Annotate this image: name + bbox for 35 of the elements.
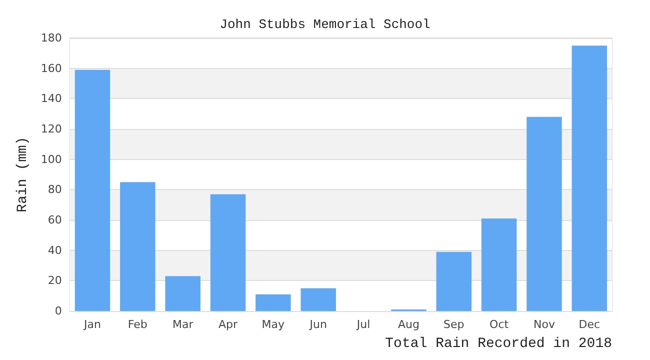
y-tick-label: 80	[48, 183, 62, 196]
bar	[436, 252, 472, 311]
x-tick-label: Feb	[128, 318, 148, 331]
bar	[572, 46, 608, 311]
x-tick-label: Aug	[398, 318, 420, 331]
x-tick-label: Jun	[308, 318, 327, 331]
y-tick-label: 100	[40, 152, 62, 166]
bar	[120, 182, 156, 311]
x-tick-label: Nov	[534, 318, 556, 331]
x-axis-title: Total Rain Recorded in 2018	[385, 336, 612, 352]
y-tick-label: 20	[48, 274, 62, 288]
x-tick-label: Mar	[172, 318, 194, 331]
bar	[74, 70, 110, 311]
y-tick-label: 120	[40, 122, 62, 136]
chart-title: John Stubbs Memorial School	[220, 17, 431, 32]
x-tick-label: Sep	[444, 318, 464, 331]
y-tick-label: 0	[54, 304, 62, 318]
x-tick-label: Dec	[578, 318, 600, 331]
bar	[526, 116, 562, 311]
y-tick-label: 40	[48, 244, 62, 257]
x-tick-label: Jan	[83, 318, 101, 331]
bar	[481, 218, 517, 311]
y-axis-title: Rain (mm)	[15, 136, 31, 212]
y-tick-label: 60	[48, 214, 62, 226]
x-tick-label: Jul	[356, 318, 370, 331]
x-tick-label: Oct	[490, 318, 510, 331]
y-tick-label: 140	[40, 92, 62, 106]
bar	[256, 294, 291, 311]
x-tick-label: Apr	[218, 318, 238, 331]
y-tick-label: 160	[40, 62, 62, 75]
y-tick-label: 180	[40, 32, 62, 44]
x-tick-label: May	[262, 318, 286, 331]
bar	[165, 276, 200, 311]
bar	[300, 288, 336, 311]
bar	[210, 194, 246, 311]
